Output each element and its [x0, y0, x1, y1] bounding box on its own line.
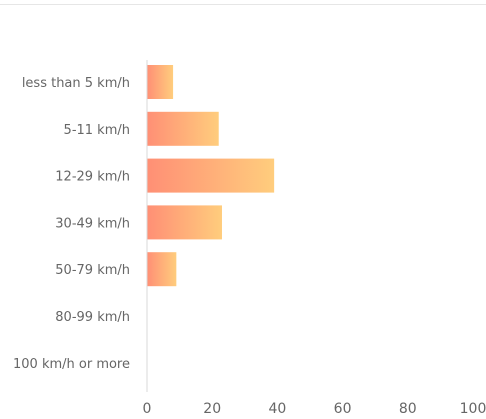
- top-divider: [0, 4, 486, 5]
- x-tick-label-1: 20: [203, 401, 221, 417]
- x-tick-label-2: 40: [268, 401, 286, 417]
- bar-4: [147, 252, 177, 287]
- category-label-6: 100 km/h or more: [13, 357, 130, 372]
- category-label-0: less than 5 km/h: [22, 76, 130, 91]
- x-tick-label-3: 60: [334, 401, 352, 417]
- category-label-1: 5-11 km/h: [64, 123, 130, 138]
- bar-1: [147, 111, 219, 146]
- category-label-4: 50-79 km/h: [55, 263, 130, 278]
- bar-3: [147, 205, 222, 240]
- x-tick-label-0: 0: [143, 401, 152, 417]
- bars: [147, 65, 275, 287]
- bar-0: [147, 65, 174, 99]
- x-tick-label-4: 80: [399, 401, 417, 417]
- category-label-2: 12-29 km/h: [55, 170, 130, 185]
- bar-2: [147, 158, 275, 193]
- category-label-5: 80-99 km/h: [55, 310, 130, 325]
- category-labels: less than 5 km/h 5-11 km/h 12-29 km/h 30-49…: [13, 76, 130, 372]
- x-axis-ticks: 0 20 40 60 80 100: [143, 401, 486, 417]
- category-label-3: 30-49 km/h: [55, 216, 130, 231]
- x-tick-label-5: 100: [460, 401, 486, 417]
